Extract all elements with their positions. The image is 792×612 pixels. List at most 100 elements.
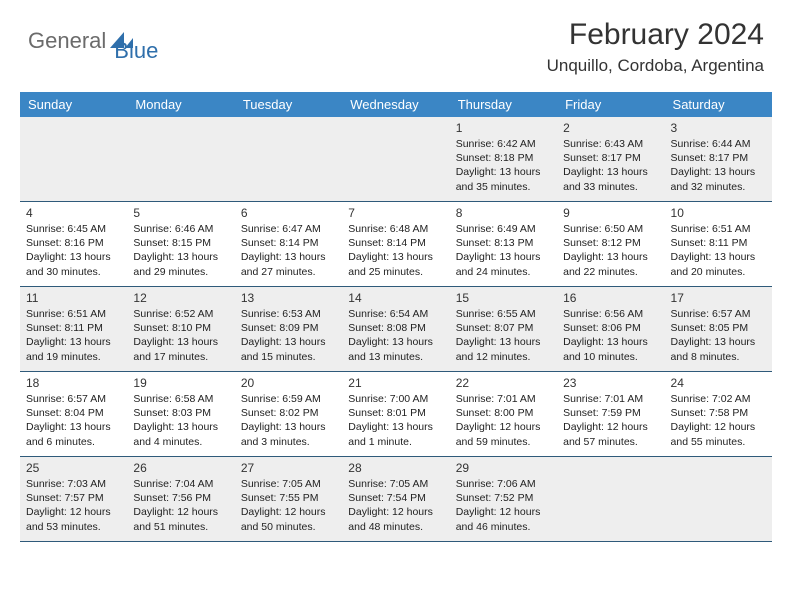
sunrise-line: Sunrise: 6:57 AM bbox=[671, 307, 766, 321]
day-number: 1 bbox=[456, 121, 551, 135]
day-number: 11 bbox=[26, 291, 121, 305]
sunrise-line: Sunrise: 6:56 AM bbox=[563, 307, 658, 321]
day-cell: 26Sunrise: 7:04 AMSunset: 7:56 PMDayligh… bbox=[127, 457, 234, 541]
day-cell: 16Sunrise: 6:56 AMSunset: 8:06 PMDayligh… bbox=[557, 287, 664, 371]
weeks-container: 1Sunrise: 6:42 AMSunset: 8:18 PMDaylight… bbox=[20, 117, 772, 542]
sunset-line: Sunset: 8:08 PM bbox=[348, 321, 443, 335]
sunset-line: Sunset: 7:57 PM bbox=[26, 491, 121, 505]
day-cell bbox=[557, 457, 664, 541]
day-cell: 2Sunrise: 6:43 AMSunset: 8:17 PMDaylight… bbox=[557, 117, 664, 201]
day-number: 4 bbox=[26, 206, 121, 220]
day-cell: 19Sunrise: 6:58 AMSunset: 8:03 PMDayligh… bbox=[127, 372, 234, 456]
day-number: 25 bbox=[26, 461, 121, 475]
sunset-line: Sunset: 8:11 PM bbox=[26, 321, 121, 335]
day-cell bbox=[235, 117, 342, 201]
day-cell: 3 Sunrise: 6:44 AMSunset: 8:17 PMDaylight… bbox=[665, 117, 772, 201]
daylight-line: Daylight: 13 hours and 15 minutes. bbox=[241, 335, 336, 363]
daylight-line: Daylight: 12 hours and 55 minutes. bbox=[671, 420, 766, 448]
day-cell: 23Sunrise: 7:01 AMSunset: 7:59 PMDayligh… bbox=[557, 372, 664, 456]
day-cell: 9Sunrise: 6:50 AMSunset: 8:12 PMDaylight… bbox=[557, 202, 664, 286]
daylight-line: Daylight: 13 hours and 25 minutes. bbox=[348, 250, 443, 278]
day-cell: 25Sunrise: 7:03 AMSunset: 7:57 PMDayligh… bbox=[20, 457, 127, 541]
sunset-line: Sunset: 8:06 PM bbox=[563, 321, 658, 335]
dow-sunday: Sunday bbox=[20, 92, 127, 117]
sunset-line: Sunset: 8:00 PM bbox=[456, 406, 551, 420]
sunrise-line: Sunrise: 7:01 AM bbox=[563, 392, 658, 406]
sunset-line: Sunset: 8:11 PM bbox=[671, 236, 766, 250]
day-cell: 24Sunrise: 7:02 AMSunset: 7:58 PMDayligh… bbox=[665, 372, 772, 456]
day-number: 6 bbox=[241, 206, 336, 220]
calendar: Sunday Monday Tuesday Wednesday Thursday… bbox=[20, 92, 772, 542]
daylight-line: Daylight: 13 hours and 10 minutes. bbox=[563, 335, 658, 363]
sunset-line: Sunset: 7:58 PM bbox=[671, 406, 766, 420]
week-row: 11Sunrise: 6:51 AMSunset: 8:11 PMDayligh… bbox=[20, 287, 772, 372]
day-number: 26 bbox=[133, 461, 228, 475]
daylight-line: Daylight: 13 hours and 4 minutes. bbox=[133, 420, 228, 448]
sunset-line: Sunset: 8:12 PM bbox=[563, 236, 658, 250]
day-cell: 1Sunrise: 6:42 AMSunset: 8:18 PMDaylight… bbox=[450, 117, 557, 201]
day-cell: 20Sunrise: 6:59 AMSunset: 8:02 PMDayligh… bbox=[235, 372, 342, 456]
daylight-line: Daylight: 13 hours and 33 minutes. bbox=[563, 165, 658, 193]
header: General Blue February 2024 Unquillo, Cor… bbox=[0, 0, 792, 84]
month-title: February 2024 bbox=[547, 18, 764, 52]
daylight-line: Daylight: 13 hours and 19 minutes. bbox=[26, 335, 121, 363]
day-cell: 10Sunrise: 6:51 AMSunset: 8:11 PMDayligh… bbox=[665, 202, 772, 286]
dow-tuesday: Tuesday bbox=[235, 92, 342, 117]
daylight-line: Daylight: 13 hours and 35 minutes. bbox=[456, 165, 551, 193]
sunrise-line: Sunrise: 6:59 AM bbox=[241, 392, 336, 406]
sunrise-line: Sunrise: 7:00 AM bbox=[348, 392, 443, 406]
week-row: 1Sunrise: 6:42 AMSunset: 8:18 PMDaylight… bbox=[20, 117, 772, 202]
sunset-line: Sunset: 7:52 PM bbox=[456, 491, 551, 505]
day-number: 15 bbox=[456, 291, 551, 305]
sunset-line: Sunset: 7:55 PM bbox=[241, 491, 336, 505]
dow-friday: Friday bbox=[557, 92, 664, 117]
day-cell bbox=[665, 457, 772, 541]
daylight-line: Daylight: 13 hours and 13 minutes. bbox=[348, 335, 443, 363]
day-cell: 6Sunrise: 6:47 AMSunset: 8:14 PMDaylight… bbox=[235, 202, 342, 286]
sunrise-line: Sunrise: 6:50 AM bbox=[563, 222, 658, 236]
sunrise-line: Sunrise: 6:47 AM bbox=[241, 222, 336, 236]
day-cell: 22Sunrise: 7:01 AMSunset: 8:00 PMDayligh… bbox=[450, 372, 557, 456]
day-number: 23 bbox=[563, 376, 658, 390]
day-cell: 7Sunrise: 6:48 AMSunset: 8:14 PMDaylight… bbox=[342, 202, 449, 286]
daylight-line: Daylight: 12 hours and 48 minutes. bbox=[348, 505, 443, 533]
title-block: February 2024 Unquillo, Cordoba, Argenti… bbox=[547, 18, 764, 76]
sunset-line: Sunset: 8:14 PM bbox=[241, 236, 336, 250]
daylight-line: Daylight: 13 hours and 1 minute. bbox=[348, 420, 443, 448]
week-row: 18Sunrise: 6:57 AMSunset: 8:04 PMDayligh… bbox=[20, 372, 772, 457]
day-number: 18 bbox=[26, 376, 121, 390]
day-cell bbox=[20, 117, 127, 201]
day-cell: 5Sunrise: 6:46 AMSunset: 8:15 PMDaylight… bbox=[127, 202, 234, 286]
day-number: 7 bbox=[348, 206, 443, 220]
sunrise-line: Sunrise: 6:44 AM bbox=[671, 137, 766, 151]
day-number: 22 bbox=[456, 376, 551, 390]
daylight-line: Daylight: 12 hours and 46 minutes. bbox=[456, 505, 551, 533]
day-number: 20 bbox=[241, 376, 336, 390]
day-number: 3 bbox=[671, 121, 766, 135]
logo: General Blue bbox=[28, 18, 158, 64]
day-cell: 12Sunrise: 6:52 AMSunset: 8:10 PMDayligh… bbox=[127, 287, 234, 371]
daylight-line: Daylight: 12 hours and 53 minutes. bbox=[26, 505, 121, 533]
daylight-line: Daylight: 13 hours and 29 minutes. bbox=[133, 250, 228, 278]
daylight-line: Daylight: 13 hours and 22 minutes. bbox=[563, 250, 658, 278]
daylight-line: Daylight: 13 hours and 8 minutes. bbox=[671, 335, 766, 363]
day-cell: 11Sunrise: 6:51 AMSunset: 8:11 PMDayligh… bbox=[20, 287, 127, 371]
sunrise-line: Sunrise: 6:51 AM bbox=[671, 222, 766, 236]
sunrise-line: Sunrise: 6:43 AM bbox=[563, 137, 658, 151]
sunrise-line: Sunrise: 6:42 AM bbox=[456, 137, 551, 151]
day-number: 17 bbox=[671, 291, 766, 305]
sunrise-line: Sunrise: 6:46 AM bbox=[133, 222, 228, 236]
day-number: 5 bbox=[133, 206, 228, 220]
day-cell: 8Sunrise: 6:49 AMSunset: 8:13 PMDaylight… bbox=[450, 202, 557, 286]
sunrise-line: Sunrise: 7:05 AM bbox=[348, 477, 443, 491]
sunrise-line: Sunrise: 6:45 AM bbox=[26, 222, 121, 236]
dow-saturday: Saturday bbox=[665, 92, 772, 117]
sunrise-line: Sunrise: 6:55 AM bbox=[456, 307, 551, 321]
day-number: 27 bbox=[241, 461, 336, 475]
location: Unquillo, Cordoba, Argentina bbox=[547, 56, 764, 76]
sunrise-line: Sunrise: 6:53 AM bbox=[241, 307, 336, 321]
daylight-line: Daylight: 13 hours and 6 minutes. bbox=[26, 420, 121, 448]
daylight-line: Daylight: 13 hours and 32 minutes. bbox=[671, 165, 766, 193]
sunset-line: Sunset: 8:17 PM bbox=[671, 151, 766, 165]
daylight-line: Daylight: 13 hours and 24 minutes. bbox=[456, 250, 551, 278]
